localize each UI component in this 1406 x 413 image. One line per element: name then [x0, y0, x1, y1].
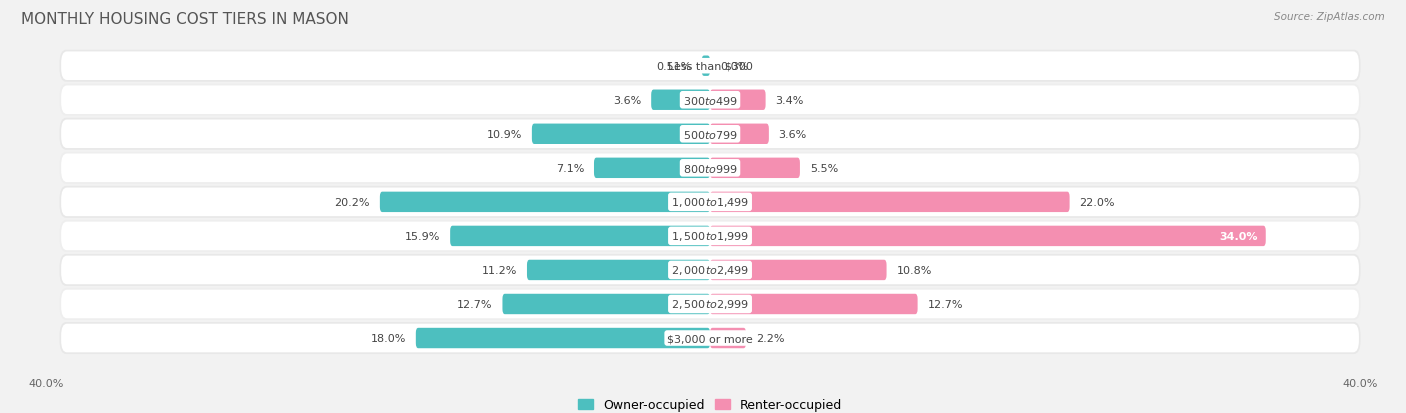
FancyBboxPatch shape [531, 124, 710, 145]
Text: 20.2%: 20.2% [335, 197, 370, 207]
Text: 10.8%: 10.8% [897, 265, 932, 275]
Text: $500 to $799: $500 to $799 [682, 128, 738, 140]
FancyBboxPatch shape [502, 294, 710, 314]
Text: $300 to $499: $300 to $499 [682, 95, 738, 107]
Text: 5.5%: 5.5% [810, 164, 838, 173]
FancyBboxPatch shape [593, 158, 710, 178]
Text: 12.7%: 12.7% [457, 299, 492, 309]
Text: 0.0%: 0.0% [720, 62, 748, 71]
Text: 34.0%: 34.0% [1219, 231, 1257, 241]
FancyBboxPatch shape [60, 256, 1360, 285]
FancyBboxPatch shape [380, 192, 710, 213]
FancyBboxPatch shape [59, 322, 1361, 354]
Text: $1,000 to $1,499: $1,000 to $1,499 [671, 196, 749, 209]
FancyBboxPatch shape [59, 85, 1361, 116]
Text: 40.0%: 40.0% [28, 378, 63, 388]
Text: 11.2%: 11.2% [482, 265, 517, 275]
Text: 7.1%: 7.1% [555, 164, 583, 173]
FancyBboxPatch shape [60, 52, 1360, 81]
FancyBboxPatch shape [60, 120, 1360, 149]
Text: MONTHLY HOUSING COST TIERS IN MASON: MONTHLY HOUSING COST TIERS IN MASON [21, 12, 349, 27]
FancyBboxPatch shape [527, 260, 710, 280]
Text: $800 to $999: $800 to $999 [682, 162, 738, 174]
FancyBboxPatch shape [59, 288, 1361, 320]
Text: 18.0%: 18.0% [371, 333, 406, 343]
FancyBboxPatch shape [60, 86, 1360, 115]
Text: 15.9%: 15.9% [405, 231, 440, 241]
FancyBboxPatch shape [710, 328, 747, 349]
Text: 3.4%: 3.4% [776, 95, 804, 105]
FancyBboxPatch shape [59, 119, 1361, 150]
FancyBboxPatch shape [450, 226, 710, 247]
Text: 40.0%: 40.0% [1343, 378, 1378, 388]
Text: $1,500 to $1,999: $1,500 to $1,999 [671, 230, 749, 243]
FancyBboxPatch shape [59, 221, 1361, 252]
FancyBboxPatch shape [60, 290, 1360, 318]
Text: 10.9%: 10.9% [486, 129, 522, 140]
Legend: Owner-occupied, Renter-occupied: Owner-occupied, Renter-occupied [574, 393, 846, 413]
FancyBboxPatch shape [710, 260, 887, 280]
Text: 0.51%: 0.51% [657, 62, 692, 71]
Text: 12.7%: 12.7% [928, 299, 963, 309]
FancyBboxPatch shape [710, 124, 769, 145]
FancyBboxPatch shape [710, 90, 766, 111]
Text: 2.2%: 2.2% [756, 333, 785, 343]
FancyBboxPatch shape [59, 152, 1361, 184]
Text: 3.6%: 3.6% [779, 129, 807, 140]
FancyBboxPatch shape [60, 222, 1360, 251]
Text: 22.0%: 22.0% [1080, 197, 1115, 207]
Text: Source: ZipAtlas.com: Source: ZipAtlas.com [1274, 12, 1385, 22]
Text: $2,000 to $2,499: $2,000 to $2,499 [671, 264, 749, 277]
FancyBboxPatch shape [60, 154, 1360, 183]
FancyBboxPatch shape [710, 294, 918, 314]
Text: $2,500 to $2,999: $2,500 to $2,999 [671, 298, 749, 311]
FancyBboxPatch shape [710, 192, 1070, 213]
FancyBboxPatch shape [710, 158, 800, 178]
FancyBboxPatch shape [710, 226, 1265, 247]
FancyBboxPatch shape [59, 50, 1361, 83]
FancyBboxPatch shape [59, 186, 1361, 218]
FancyBboxPatch shape [702, 56, 710, 77]
FancyBboxPatch shape [59, 254, 1361, 286]
Text: Less than $300: Less than $300 [668, 62, 752, 71]
FancyBboxPatch shape [60, 324, 1360, 352]
FancyBboxPatch shape [651, 90, 710, 111]
FancyBboxPatch shape [416, 328, 710, 349]
Text: 3.6%: 3.6% [613, 95, 641, 105]
Text: $3,000 or more: $3,000 or more [668, 333, 752, 343]
FancyBboxPatch shape [60, 188, 1360, 217]
